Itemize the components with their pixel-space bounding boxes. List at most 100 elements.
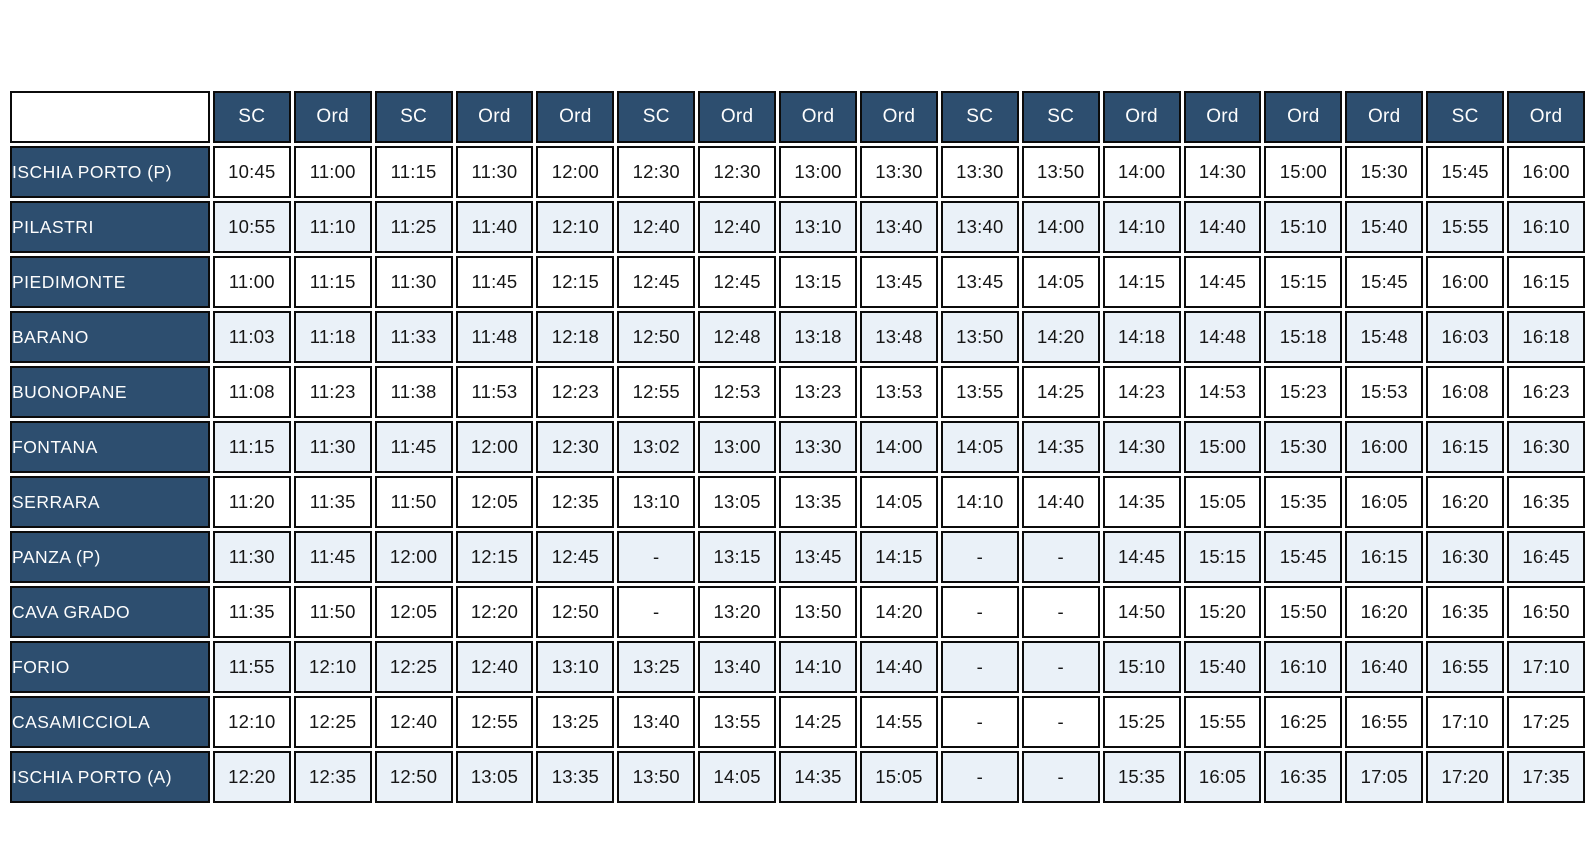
time-cell: 15:10 bbox=[1102, 641, 1181, 693]
time-cell: 16:45 bbox=[1507, 531, 1585, 583]
time-cell: 11:15 bbox=[212, 421, 291, 473]
time-cell: 17:10 bbox=[1507, 641, 1585, 693]
time-cell: 14:05 bbox=[940, 421, 1019, 473]
time-cell: 14:35 bbox=[779, 751, 857, 803]
time-cell: 11:53 bbox=[455, 366, 534, 418]
column-type-1: SC bbox=[212, 91, 291, 143]
time-cell: 12:25 bbox=[293, 696, 372, 748]
time-cell: 13:35 bbox=[779, 476, 857, 528]
time-cell: 16:20 bbox=[1345, 586, 1424, 638]
time-cell: 16:00 bbox=[1426, 256, 1505, 308]
time-cell: 17:35 bbox=[1507, 751, 1585, 803]
column-type-6: SC bbox=[617, 91, 696, 143]
time-cell: 13:05 bbox=[698, 476, 777, 528]
time-cell: 13:50 bbox=[1021, 146, 1100, 198]
column-type-8: Ord bbox=[779, 91, 857, 143]
time-cell: 14:40 bbox=[1183, 201, 1262, 253]
time-cell: 12:45 bbox=[536, 531, 615, 583]
time-cell: 12:05 bbox=[455, 476, 534, 528]
time-cell: 11:50 bbox=[293, 586, 372, 638]
time-cell: 14:10 bbox=[779, 641, 857, 693]
column-type-5: Ord bbox=[536, 91, 615, 143]
time-cell: 15:10 bbox=[1264, 201, 1343, 253]
no-service-cell: - bbox=[1021, 696, 1100, 748]
time-cell: 12:05 bbox=[374, 586, 453, 638]
column-type-17: Ord bbox=[1507, 91, 1585, 143]
station-name: SERRARA bbox=[10, 476, 210, 528]
time-cell: 15:55 bbox=[1426, 201, 1505, 253]
time-cell: 14:35 bbox=[1102, 476, 1181, 528]
time-cell: 11:30 bbox=[293, 421, 372, 473]
station-name: ISCHIA PORTO (A) bbox=[10, 751, 210, 803]
time-cell: 11:23 bbox=[293, 366, 372, 418]
station-name: CAVA GRADO bbox=[10, 586, 210, 638]
time-cell: 15:00 bbox=[1183, 421, 1262, 473]
column-type-12: Ord bbox=[1102, 91, 1181, 143]
time-cell: 17:25 bbox=[1507, 696, 1585, 748]
time-cell: 12:20 bbox=[455, 586, 534, 638]
time-cell: 15:25 bbox=[1102, 696, 1181, 748]
time-cell: 15:15 bbox=[1183, 531, 1262, 583]
time-cell: 14:00 bbox=[1102, 146, 1181, 198]
time-cell: 13:53 bbox=[859, 366, 938, 418]
time-cell: 13:05 bbox=[455, 751, 534, 803]
time-cell: 16:30 bbox=[1507, 421, 1585, 473]
time-cell: 11:20 bbox=[212, 476, 291, 528]
time-cell: 13:40 bbox=[940, 201, 1019, 253]
time-cell: 11:30 bbox=[212, 531, 291, 583]
time-cell: 14:00 bbox=[859, 421, 938, 473]
time-cell: 16:55 bbox=[1345, 696, 1424, 748]
table-row: FORIO 11:55 12:10 12:25 12:40 13:10 13:25 13:40… bbox=[10, 641, 1585, 693]
station-name: ISCHIA PORTO (P) bbox=[10, 146, 210, 198]
no-service-cell: - bbox=[1021, 586, 1100, 638]
time-cell: 12:40 bbox=[374, 696, 453, 748]
column-type-11: SC bbox=[1021, 91, 1100, 143]
time-cell: 12:35 bbox=[536, 476, 615, 528]
time-cell: 13:45 bbox=[859, 256, 938, 308]
time-cell: 11:25 bbox=[374, 201, 453, 253]
time-cell: 13:50 bbox=[779, 586, 857, 638]
time-cell: 13:25 bbox=[617, 641, 696, 693]
table-row: CASAMICCIOLA 12:10 12:25 12:40 12:55 13:25 13:… bbox=[10, 696, 1585, 748]
time-cell: 12:25 bbox=[374, 641, 453, 693]
time-cell: 15:35 bbox=[1102, 751, 1181, 803]
no-service-cell: - bbox=[1021, 641, 1100, 693]
time-cell: 12:10 bbox=[536, 201, 615, 253]
time-cell: 16:00 bbox=[1345, 421, 1424, 473]
table-row: ISCHIA PORTO (A) 12:20 12:35 12:50 13:05 13:3… bbox=[10, 751, 1585, 803]
time-cell: 16:05 bbox=[1345, 476, 1424, 528]
time-cell: 15:05 bbox=[859, 751, 938, 803]
time-cell: 11:03 bbox=[212, 311, 291, 363]
time-cell: 16:35 bbox=[1426, 586, 1505, 638]
column-type-13: Ord bbox=[1183, 91, 1262, 143]
time-cell: 13:25 bbox=[536, 696, 615, 748]
time-cell: 13:18 bbox=[779, 311, 857, 363]
station-name: FONTANA bbox=[10, 421, 210, 473]
time-cell: 14:40 bbox=[859, 641, 938, 693]
time-cell: 14:45 bbox=[1183, 256, 1262, 308]
time-cell: 12:50 bbox=[374, 751, 453, 803]
time-cell: 15:50 bbox=[1264, 586, 1343, 638]
station-name: BUONOPANE bbox=[10, 366, 210, 418]
time-cell: 11:35 bbox=[293, 476, 372, 528]
time-cell: 11:00 bbox=[212, 256, 291, 308]
time-cell: 13:30 bbox=[940, 146, 1019, 198]
time-cell: 13:15 bbox=[698, 531, 777, 583]
time-cell: 12:35 bbox=[293, 751, 372, 803]
time-cell: 13:40 bbox=[617, 696, 696, 748]
time-cell: 12:40 bbox=[455, 641, 534, 693]
time-cell: 14:20 bbox=[1021, 311, 1100, 363]
time-cell: 13:30 bbox=[859, 146, 938, 198]
time-cell: 11:45 bbox=[455, 256, 534, 308]
time-cell: 11:45 bbox=[293, 531, 372, 583]
time-cell: 16:40 bbox=[1345, 641, 1424, 693]
no-service-cell: - bbox=[617, 531, 696, 583]
time-cell: 11:40 bbox=[455, 201, 534, 253]
time-cell: 12:15 bbox=[536, 256, 615, 308]
time-cell: 15:20 bbox=[1183, 586, 1262, 638]
time-cell: 12:50 bbox=[536, 586, 615, 638]
time-cell: 11:48 bbox=[455, 311, 534, 363]
timetable-body: ISCHIA PORTO (P) 10:45 11:00 11:15 11:30 12:0… bbox=[10, 146, 1585, 803]
time-cell: 16:03 bbox=[1426, 311, 1505, 363]
time-cell: 12:00 bbox=[536, 146, 615, 198]
